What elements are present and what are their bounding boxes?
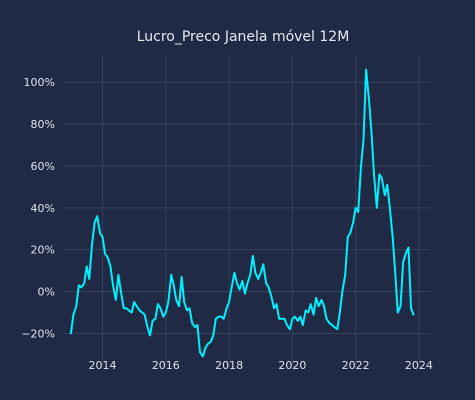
chart-title: Lucro_Preco Janela móvel 12M [137, 29, 350, 45]
x-tick-label: 2022 [342, 359, 370, 372]
y-tick-label: 20% [31, 244, 55, 257]
series-layer [71, 70, 414, 357]
x-tick-label: 2014 [89, 359, 117, 372]
x-tick-label: 2020 [278, 359, 306, 372]
y-tick-label: −20% [21, 327, 55, 340]
y-tick-label: 0% [38, 286, 55, 299]
x-tick-label: 2018 [215, 359, 243, 372]
grid [63, 55, 430, 369]
x-axis: 2014 2016 2018 2020 2022 2024 [89, 359, 433, 372]
x-tick-label: 2024 [405, 359, 433, 372]
y-tick-label: 40% [31, 202, 55, 215]
x-tick-label: 2016 [152, 359, 180, 372]
y-axis: −20% 0% 20% 40% 60% 80% 100% [21, 76, 55, 340]
y-tick-label: 100% [24, 76, 55, 89]
series-line [71, 70, 414, 357]
y-tick-label: 80% [31, 118, 55, 131]
y-tick-label: 60% [31, 160, 55, 173]
